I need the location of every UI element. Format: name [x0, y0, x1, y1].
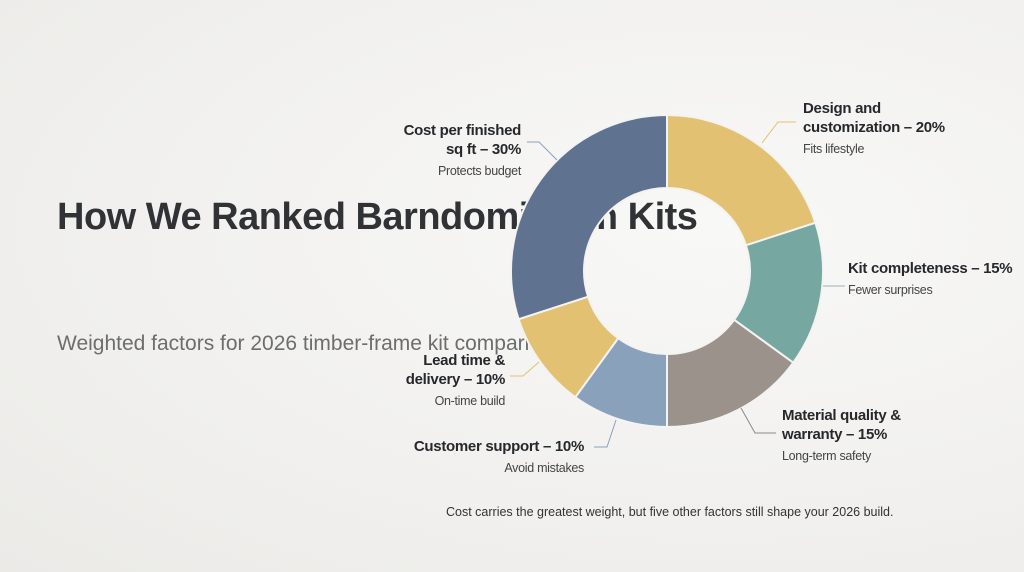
label-kit-note: Fewer surprises — [848, 283, 933, 297]
donut-slice-5 — [510, 113, 668, 321]
page-subtitle: Weighted factors for 2026 timber-frame k… — [57, 332, 564, 355]
label-design-note: Fits lifestyle — [803, 142, 865, 156]
label-material-note: Long-term safety — [782, 449, 871, 463]
label-lead-note: On-time build — [434, 394, 506, 408]
label-support-note: Avoid mistakes — [504, 461, 584, 475]
label-cost-title: Cost per finished sq ft – 30% — [403, 122, 522, 158]
label-kit-title: Kit completeness – 15% — [848, 260, 1013, 277]
label-kit: Kit completeness – 15% Fewer surprises — [848, 259, 1013, 300]
leader-line-support — [594, 419, 617, 448]
leader-line-lead — [510, 361, 540, 377]
label-lead: Lead time & delivery – 10% On-time build — [385, 351, 506, 411]
label-lead-title: Lead time & delivery – 10% — [405, 352, 506, 388]
label-design: Design and customization – 20% Fits life… — [803, 99, 973, 159]
leader-line-design — [761, 121, 796, 144]
label-support: Customer support – 10% Avoid mistakes — [414, 437, 584, 478]
label-material: Material quality & warranty – 15% Long-t… — [782, 406, 922, 466]
leader-line-material — [740, 407, 776, 434]
footnote: Cost carries the greatest weight, but fi… — [446, 505, 894, 519]
leader-line-cost — [527, 141, 558, 161]
donut-slice-0 — [666, 113, 817, 247]
label-design-title: Design and customization – 20% — [803, 100, 945, 136]
label-cost-note: Protects budget — [437, 164, 521, 178]
label-cost: Cost per finished sq ft – 30% Protects b… — [386, 121, 522, 181]
label-support-title: Customer support – 10% — [413, 438, 584, 455]
label-material-title: Material quality & warranty – 15% — [782, 407, 901, 443]
